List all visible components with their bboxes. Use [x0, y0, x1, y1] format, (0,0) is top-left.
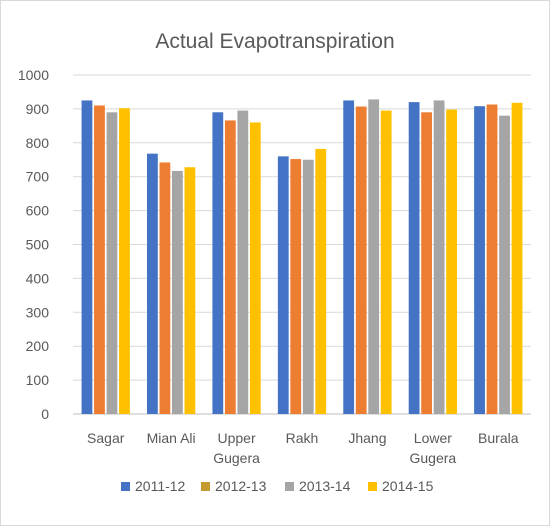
bar-2013-14-jhang [368, 99, 380, 415]
bar-2014-15-mian-ali [184, 167, 196, 414]
bar-2013-14-upper-gugera [237, 110, 249, 414]
bar-2011-12-jhang [343, 100, 355, 415]
legend-label: 2014-15 [382, 478, 434, 494]
y-tick-label: 300 [26, 304, 50, 320]
y-tick-label: 400 [26, 270, 50, 286]
category-label: Gugera [410, 450, 457, 466]
y-tick-label: 1000 [18, 67, 49, 83]
bar-2011-12-rakh [277, 156, 289, 415]
category-label: Rakh [286, 430, 319, 446]
bar-2011-12-lower-gugera [408, 102, 420, 415]
chart-title: Actual Evapotranspiration [155, 30, 394, 53]
category-label: Jhang [348, 430, 386, 446]
y-tick-label: 700 [26, 169, 50, 185]
y-tick-label: 800 [26, 135, 50, 151]
category-label: Burala [478, 430, 519, 446]
bar-2014-15-rakh [315, 148, 327, 415]
bar-2011-12-upper-gugera [212, 112, 224, 414]
bar-2012-13-rakh [290, 159, 302, 414]
bar-2012-13-upper-gugera [224, 120, 236, 415]
legend-label: 2013-14 [299, 478, 351, 494]
bar-2012-13-sagar [94, 105, 105, 414]
bar-2011-12-mian-ali [146, 153, 158, 414]
legend-marker [121, 482, 130, 491]
y-tick-label: 500 [26, 237, 50, 253]
legend-label: 2011-12 [135, 478, 186, 494]
bar-2012-13-jhang [355, 106, 367, 414]
bar-2011-12-burala [474, 106, 485, 415]
y-tick-label: 600 [26, 203, 50, 219]
bar-2014-15-sagar [119, 108, 130, 415]
category-label: Mian Ali [147, 430, 196, 446]
bar-2014-15-lower-gugera [446, 109, 458, 414]
legend-marker [201, 482, 210, 491]
bar-2012-13-burala [486, 104, 498, 415]
legend-marker [368, 482, 377, 491]
category-label: Gugera [213, 450, 260, 466]
bar-2011-12-sagar [81, 100, 93, 415]
legend-marker [285, 482, 294, 491]
category-label: Lower [414, 430, 452, 446]
bar-2013-14-sagar [106, 112, 118, 414]
category-label: Upper [218, 430, 256, 446]
bar-2013-14-rakh [302, 159, 314, 414]
bar-2014-15-burala [511, 102, 523, 414]
bar-2013-14-lower-gugera [433, 100, 445, 415]
bar-2014-15-jhang [380, 110, 392, 414]
bar-2013-14-mian-ali [171, 170, 183, 414]
bar-2013-14-burala [499, 115, 510, 415]
bar-2012-13-lower-gugera [421, 112, 433, 414]
y-tick-label: 200 [26, 338, 50, 354]
y-tick-label: 900 [26, 101, 50, 117]
bar-2012-13-mian-ali [159, 162, 171, 414]
bar-2014-15-upper-gugera [249, 122, 261, 415]
y-tick-label: 0 [41, 406, 49, 422]
legend-label: 2012-13 [215, 478, 267, 494]
y-tick-label: 100 [26, 372, 50, 388]
category-label: Sagar [87, 430, 125, 446]
